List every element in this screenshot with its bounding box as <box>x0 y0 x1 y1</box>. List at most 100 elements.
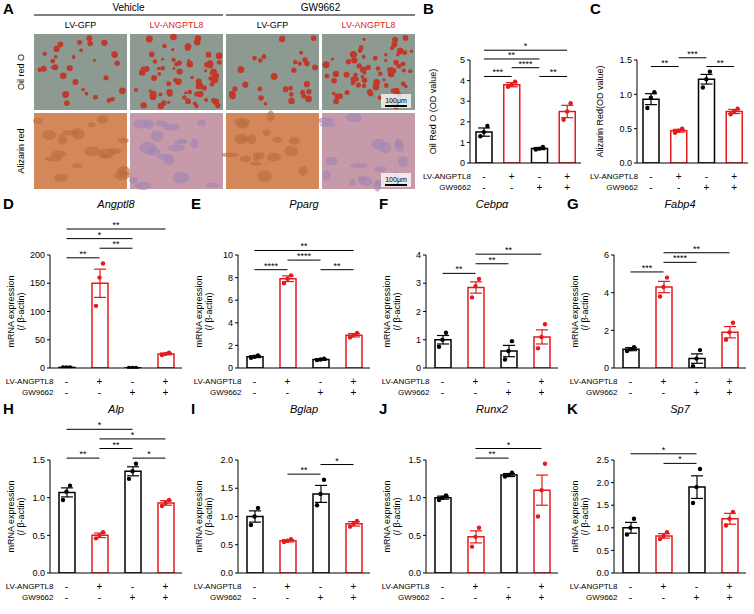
svg-text:1.0: 1.0 <box>596 523 609 533</box>
svg-text:***: *** <box>492 67 503 77</box>
svg-text:150: 150 <box>30 278 45 288</box>
svg-text:0.5: 0.5 <box>220 540 233 550</box>
svg-text:LV-GFP: LV-GFP <box>65 20 96 30</box>
svg-text:(/ β-actin): (/ β-actin) <box>16 497 26 535</box>
svg-text:1.5: 1.5 <box>619 55 632 65</box>
svg-text:4: 4 <box>228 318 233 328</box>
svg-text:-: - <box>253 376 256 387</box>
svg-text:**: ** <box>300 241 308 251</box>
svg-text:-: - <box>253 592 256 603</box>
svg-text:-: - <box>482 182 485 193</box>
svg-text:+: + <box>285 581 291 592</box>
svg-text:mRNA expression: mRNA expression <box>6 480 16 552</box>
svg-text:+: + <box>351 581 357 592</box>
svg-text:**: ** <box>488 255 496 265</box>
svg-text:-: - <box>507 581 510 592</box>
svg-text:-: - <box>649 171 652 182</box>
svg-text:+: + <box>506 592 512 603</box>
svg-text:*: * <box>147 449 151 459</box>
svg-text:mRNA expression: mRNA expression <box>382 275 392 347</box>
svg-text:LV-ANGPTL8: LV-ANGPTL8 <box>590 172 638 181</box>
svg-text:*: * <box>98 420 102 430</box>
svg-text:1.0: 1.0 <box>220 512 233 522</box>
svg-text:6: 6 <box>228 295 233 305</box>
svg-text:4: 4 <box>604 288 609 298</box>
svg-text:*: * <box>131 430 135 440</box>
svg-text:+: + <box>703 182 709 193</box>
svg-text:*: * <box>662 445 666 455</box>
svg-text:+: + <box>97 581 103 592</box>
svg-text:8: 8 <box>228 273 233 283</box>
svg-text:+: + <box>351 592 357 603</box>
svg-text:3: 3 <box>460 96 465 106</box>
svg-text:1: 1 <box>416 335 421 345</box>
svg-text:Oil red O: Oil red O <box>16 54 26 90</box>
svg-text:****: **** <box>518 59 533 69</box>
svg-text:2.5: 2.5 <box>596 455 609 465</box>
svg-text:+: + <box>318 592 324 603</box>
svg-text:LV-ANGPTL8: LV-ANGPTL8 <box>194 377 242 386</box>
svg-text:**: ** <box>488 449 496 459</box>
svg-text:-: - <box>629 592 632 603</box>
svg-text:LV-ANGPTL8: LV-ANGPTL8 <box>6 377 54 386</box>
svg-text:0.5: 0.5 <box>619 124 632 134</box>
svg-text:-: - <box>677 182 680 193</box>
svg-text:-: - <box>510 182 513 193</box>
svg-text:(/ β-actin): (/ β-actin) <box>580 292 590 330</box>
svg-text:mRNA expression: mRNA expression <box>194 275 204 347</box>
svg-text:GW9662: GW9662 <box>301 2 341 13</box>
svg-text:GW9662: GW9662 <box>22 593 54 602</box>
svg-text:+: + <box>163 592 169 603</box>
svg-text:+: + <box>163 581 169 592</box>
svg-text:+: + <box>509 171 515 182</box>
svg-text:+: + <box>539 581 545 592</box>
svg-text:-: - <box>629 376 632 387</box>
svg-text:4: 4 <box>416 250 421 260</box>
svg-text:mRNA expression: mRNA expression <box>6 275 16 347</box>
svg-text:0: 0 <box>228 363 233 373</box>
svg-text:+: + <box>285 376 291 387</box>
svg-text:GW9662: GW9662 <box>210 388 242 397</box>
svg-text:mRNA expression: mRNA expression <box>570 480 580 552</box>
svg-text:1.0: 1.0 <box>408 493 421 503</box>
svg-text:LV-ANGPTL8: LV-ANGPTL8 <box>570 582 618 591</box>
svg-text:GW9662: GW9662 <box>606 183 638 192</box>
svg-text:GW9662: GW9662 <box>210 593 242 602</box>
svg-text:+: + <box>727 592 733 603</box>
svg-text:100μm: 100μm <box>385 176 407 184</box>
svg-text:-: - <box>65 387 68 398</box>
svg-text:0.5: 0.5 <box>596 546 609 556</box>
svg-text:**: ** <box>112 440 120 450</box>
svg-text:-: - <box>286 387 289 398</box>
svg-text:**: ** <box>505 245 513 255</box>
svg-text:GW9662: GW9662 <box>586 388 618 397</box>
svg-text:Alizarin Red(OD value): Alizarin Red(OD value) <box>595 65 605 157</box>
svg-text:LV-ANGPTL8: LV-ANGPTL8 <box>342 20 396 30</box>
svg-text:+: + <box>694 387 700 398</box>
svg-text:mRNA expression: mRNA expression <box>194 480 204 552</box>
svg-text:1.5: 1.5 <box>408 455 421 465</box>
svg-text:GW9662: GW9662 <box>439 183 471 192</box>
svg-text:Alizarin red: Alizarin red <box>16 128 26 173</box>
svg-text:-: - <box>662 592 665 603</box>
svg-text:-: - <box>131 581 134 592</box>
svg-text:****: **** <box>264 261 279 271</box>
svg-text:-: - <box>538 171 541 182</box>
svg-text:***: *** <box>642 263 653 273</box>
svg-text:-: - <box>695 376 698 387</box>
svg-text:-: - <box>65 581 68 592</box>
svg-text:LV-ANGPTL8: LV-ANGPTL8 <box>382 377 430 386</box>
svg-text:-: - <box>649 182 652 193</box>
svg-text:0.0: 0.0 <box>619 158 632 168</box>
svg-text:5: 5 <box>460 55 465 65</box>
svg-text:GW9662: GW9662 <box>398 388 430 397</box>
svg-text:+: + <box>731 171 737 182</box>
svg-text:**: ** <box>79 449 87 459</box>
svg-text:*: * <box>507 440 511 450</box>
svg-text:+: + <box>727 387 733 398</box>
svg-text:LV-ANGPTL8: LV-ANGPTL8 <box>6 582 54 591</box>
svg-text:**: ** <box>333 261 341 271</box>
svg-text:+: + <box>473 581 479 592</box>
svg-text:-: - <box>695 581 698 592</box>
svg-text:**: ** <box>300 465 308 475</box>
